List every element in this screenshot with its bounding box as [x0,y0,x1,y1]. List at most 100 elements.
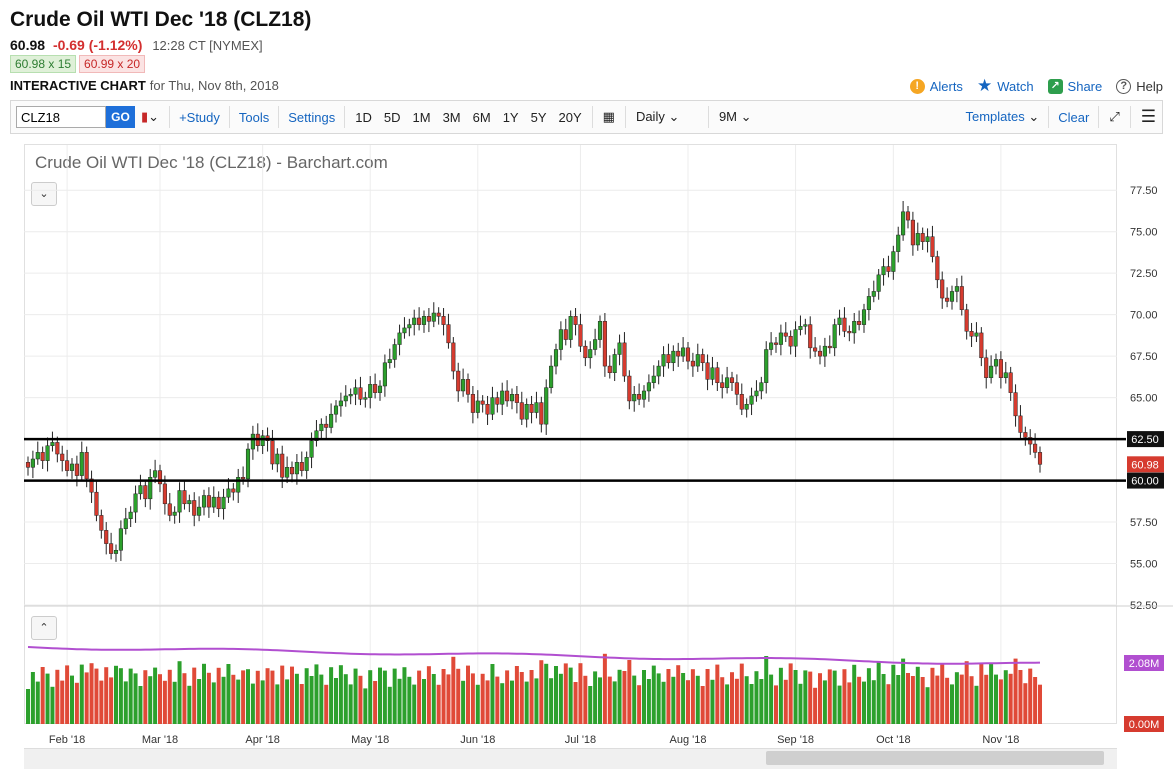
scrollbar-thumb[interactable] [766,751,1104,765]
volume-bar [392,668,397,724]
volume-bar [35,681,40,724]
candle-body [959,286,964,310]
period-5d[interactable]: 5D [383,109,401,125]
volume-bar [822,680,827,724]
candle-body [187,500,192,505]
candle-body [94,491,99,516]
period-1d[interactable]: 1D [355,109,372,125]
candle-body [866,296,871,310]
go-button[interactable]: GO [106,106,135,128]
volume-bar [651,665,656,724]
period-1y[interactable]: 1Y [502,109,519,125]
volume-bar [793,670,798,724]
study-button[interactable]: +Study [179,109,220,125]
volume-bar [989,663,994,724]
candle-body [568,316,573,340]
clear-button[interactable]: Clear [1058,109,1090,125]
volume-bar [270,670,275,724]
help-link[interactable]: ? Help [1116,76,1163,96]
volume-bar [876,662,881,724]
candle-body [788,335,793,347]
volume-bar [818,673,822,724]
candle-body [969,331,974,337]
volume-bar [182,673,187,724]
collapse-volume-pane-icon[interactable]: ⌃ [31,616,57,640]
candle-body [720,382,725,388]
tools-button[interactable]: Tools [238,109,270,125]
candle-body [500,390,505,405]
volume-bar [749,684,754,724]
candle-body [30,458,35,468]
volume-bar [700,686,705,724]
ask-badge: 60.99 x 20 [79,55,146,73]
candle-body [480,400,485,405]
volume-bar [206,672,211,724]
candle-body [734,382,739,395]
volume-bar [930,667,935,724]
chart-scrollbar[interactable] [24,748,1117,769]
candle-body [563,329,568,340]
candle-body [201,495,207,508]
candle-body [182,490,187,505]
candle-body [974,332,979,337]
calendar-icon[interactable]: ▦ [602,109,615,124]
period-1m[interactable]: 1M [412,109,431,125]
candle-body [597,321,603,340]
chevron-down-icon: ⌄ [668,109,680,124]
volume-bar [637,685,642,724]
watch-link[interactable]: ★ Watch [977,76,1034,96]
volume-bar [40,667,45,724]
volume-bar [832,670,837,724]
candle-body [1013,392,1018,417]
volume-bar [265,668,270,724]
period-3m[interactable]: 3M [442,109,461,125]
volume-bar [534,678,539,724]
chart-type-button[interactable]: ▮⌄ [135,109,165,125]
candle-body [260,435,265,446]
interval-select[interactable]: Daily ⌄ [630,109,704,125]
period-20y[interactable]: 20Y [558,109,582,125]
period-6m[interactable]: 6M [472,109,491,125]
volume-bar [241,670,246,724]
alerts-link[interactable]: ! Alerts [909,76,963,96]
templates-label: Templates [965,109,1025,124]
volume-bar [1018,670,1023,724]
candle-body [778,332,783,345]
volume-bar [363,688,368,724]
volume-bar [627,660,632,724]
candle-body [368,384,373,398]
candle-body [979,332,984,359]
chevron-down-icon: ⌄ [148,109,160,124]
menu-icon[interactable]: ☰ [1140,107,1156,126]
candle-body [118,528,123,551]
volume-bar [588,686,593,724]
volume-bar [275,684,280,724]
volume-bar [827,669,832,724]
candle-body [813,347,818,352]
volume-bar [778,667,783,724]
volume-bar [158,674,162,724]
volume-bar [172,681,177,724]
expand-icon[interactable]: ⤢ [1109,109,1120,124]
volume-bar [334,678,338,724]
volume-bar [871,680,876,724]
range-select[interactable]: 9M ⌄ [713,109,771,125]
volume-bar [436,684,441,724]
collapse-price-pane-icon[interactable]: ⌄ [31,182,57,206]
volume-bar [646,679,651,724]
symbol-input[interactable] [16,106,106,128]
volume-bar [842,669,847,724]
volume-bar [1033,677,1038,724]
templates-button[interactable]: Templates ⌄ [960,109,1044,125]
candle-body [128,511,133,519]
volume-bar [280,665,285,724]
x-tick-label: Mar '18 [142,734,178,746]
settings-button[interactable]: Settings [288,109,336,125]
volume-bar [725,684,730,724]
volume-bar [74,682,79,724]
volume-bar [998,679,1003,724]
period-5y[interactable]: 5Y [530,109,547,125]
volume-bar [329,667,334,724]
share-link[interactable]: ↗ Share [1047,76,1102,96]
